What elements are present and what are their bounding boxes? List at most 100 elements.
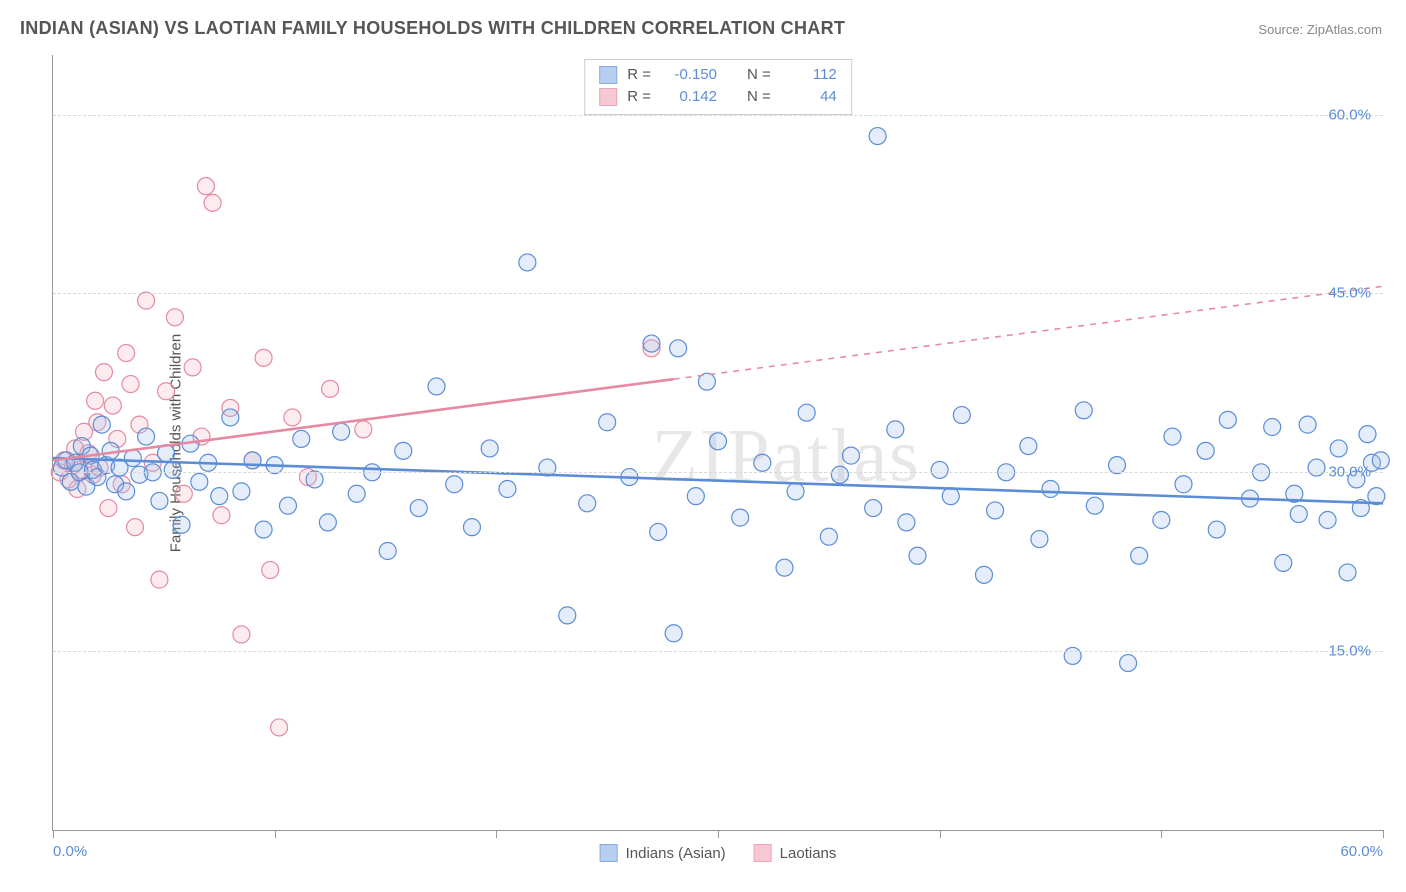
data-point (175, 485, 192, 502)
data-point (158, 383, 175, 400)
data-point (1290, 506, 1307, 523)
data-point (166, 309, 183, 326)
data-point (1153, 512, 1170, 529)
source-attribution: Source: ZipAtlas.com (1258, 22, 1382, 37)
stat-label-r: R = (627, 64, 651, 86)
data-point (481, 440, 498, 457)
data-point (1319, 512, 1336, 529)
data-point (138, 428, 155, 445)
data-point (898, 514, 915, 531)
data-point (118, 483, 135, 500)
data-point (1120, 655, 1137, 672)
legend-swatch (599, 88, 617, 106)
data-point (293, 430, 310, 447)
stat-value-r: 0.142 (661, 86, 717, 108)
data-point (138, 292, 155, 309)
data-point (1308, 459, 1325, 476)
stat-value-r: -0.150 (661, 64, 717, 86)
data-point (1197, 442, 1214, 459)
stats-row: R =-0.150N =112 (599, 64, 837, 86)
data-point (665, 625, 682, 642)
data-point (519, 254, 536, 271)
stat-label-r: R = (627, 86, 651, 108)
data-point (1372, 452, 1389, 469)
data-point (348, 485, 365, 502)
data-point (95, 364, 112, 381)
chart-svg (53, 55, 1383, 830)
data-point (1075, 402, 1092, 419)
data-point (262, 562, 279, 579)
data-point (151, 571, 168, 588)
x-tick (940, 830, 941, 838)
data-point (732, 509, 749, 526)
data-point (1219, 411, 1236, 428)
data-point (151, 492, 168, 509)
legend-swatch (600, 844, 618, 862)
data-point (687, 488, 704, 505)
data-point (124, 450, 141, 467)
data-point (255, 349, 272, 366)
x-axis-label: 0.0% (53, 843, 87, 860)
data-point (1264, 419, 1281, 436)
x-tick (1161, 830, 1162, 838)
data-point (104, 397, 121, 414)
data-point (1275, 554, 1292, 571)
data-point (1020, 438, 1037, 455)
regression-line-extrapolated (674, 286, 1383, 379)
x-tick (718, 830, 719, 838)
data-point (173, 516, 190, 533)
legend-label: Laotians (780, 845, 837, 862)
data-point (395, 442, 412, 459)
data-point (222, 409, 239, 426)
gridline (53, 472, 1383, 473)
y-tick-label: 60.0% (1328, 106, 1371, 123)
data-point (909, 547, 926, 564)
x-tick (275, 830, 276, 838)
data-point (787, 483, 804, 500)
data-point (191, 473, 208, 490)
data-point (333, 423, 350, 440)
data-point (1359, 426, 1376, 443)
data-point (87, 392, 104, 409)
data-point (643, 335, 660, 352)
data-point (319, 514, 336, 531)
correlation-stats-box: R =-0.150N =112R =0.142N =44 (584, 59, 852, 115)
legend-swatch (754, 844, 772, 862)
data-point (887, 421, 904, 438)
data-point (322, 380, 339, 397)
data-point (410, 500, 427, 517)
data-point (754, 454, 771, 471)
data-point (1208, 521, 1225, 538)
data-point (204, 194, 221, 211)
data-point (1086, 497, 1103, 514)
data-point (100, 500, 117, 517)
legend-swatch (599, 66, 617, 84)
data-point (931, 461, 948, 478)
stat-label-n: N = (747, 86, 771, 108)
stat-label-n: N = (747, 64, 771, 86)
chart-container: INDIAN (ASIAN) VS LAOTIAN FAMILY HOUSEHO… (0, 0, 1406, 892)
data-point (1299, 416, 1316, 433)
data-point (499, 481, 516, 498)
data-point (1131, 547, 1148, 564)
x-tick (496, 830, 497, 838)
data-point (798, 404, 815, 421)
data-point (197, 178, 214, 195)
data-point (446, 476, 463, 493)
data-point (122, 376, 139, 393)
data-point (255, 521, 272, 538)
data-point (1339, 564, 1356, 581)
data-point (650, 523, 667, 540)
data-point (976, 566, 993, 583)
data-point (184, 359, 201, 376)
data-point (379, 543, 396, 560)
data-point (213, 507, 230, 524)
data-point (865, 500, 882, 517)
x-tick (53, 830, 54, 838)
data-point (233, 626, 250, 643)
data-point (987, 502, 1004, 519)
data-point (244, 452, 261, 469)
y-tick-label: 30.0% (1328, 464, 1371, 481)
legend-bottom: Indians (Asian)Laotians (600, 844, 837, 862)
source-value: ZipAtlas.com (1307, 22, 1382, 37)
